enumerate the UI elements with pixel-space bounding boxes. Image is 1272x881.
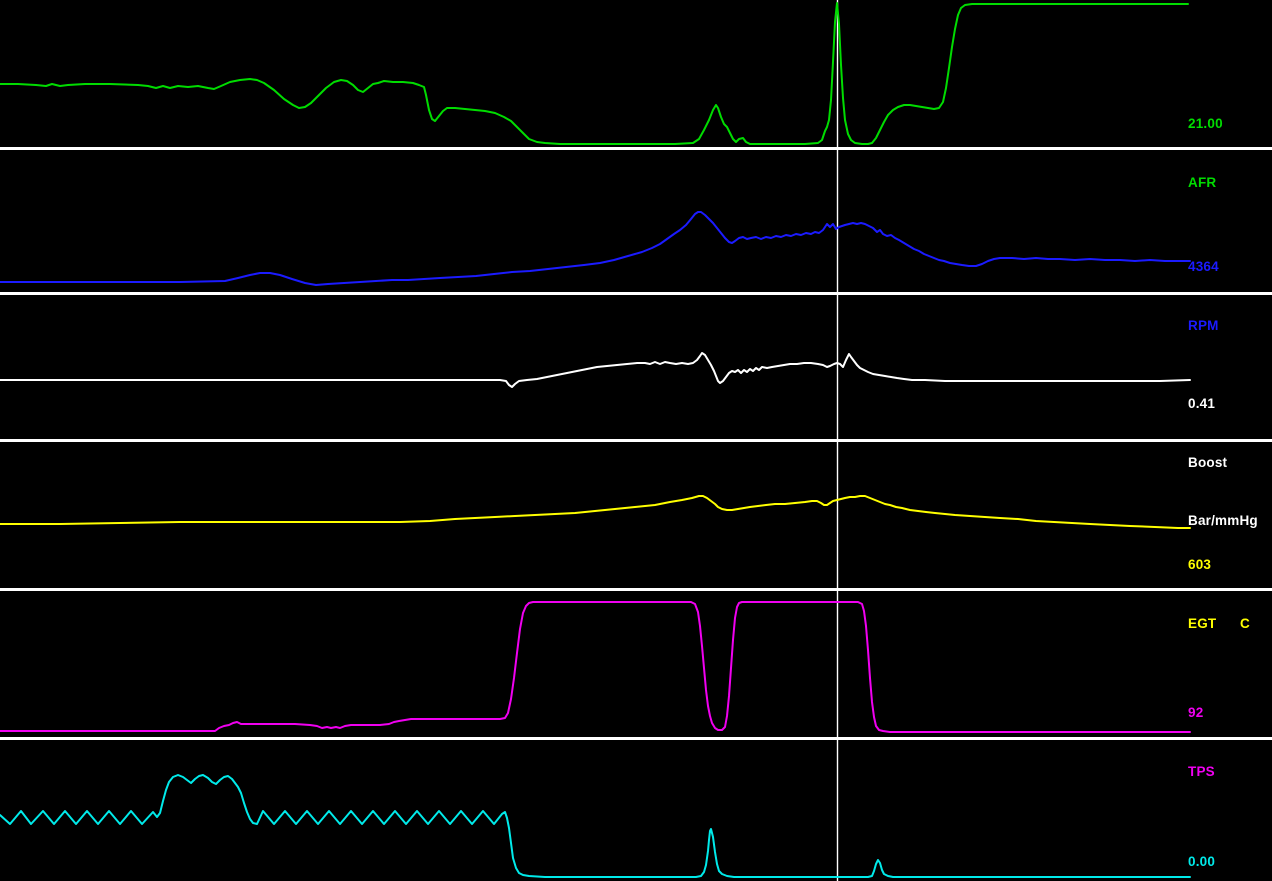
tps-value: 92	[1188, 705, 1204, 720]
egt-value: 603	[1188, 557, 1212, 572]
afr-trace	[0, 2, 1189, 145]
boost-trace	[0, 352, 1191, 388]
panel-divider	[0, 737, 1272, 740]
rpm-label: 4364 RPM	[1188, 218, 1219, 374]
egt-label: 603 EGT C	[1188, 516, 1250, 672]
egt-trace	[0, 495, 1191, 529]
afr-value: 21.00	[1188, 116, 1223, 131]
afr-label: 21.00 AFR	[1188, 75, 1223, 231]
boost-value: 0.41	[1188, 396, 1216, 411]
rpm-trace	[0, 211, 1191, 286]
rpm-value: 4364	[1188, 259, 1219, 274]
tps-name: TPS	[1188, 763, 1215, 779]
tps-trace	[0, 601, 1191, 733]
boost-name: Boost	[1188, 454, 1228, 470]
panel-divider	[0, 147, 1272, 150]
user1-value: 0.00	[1188, 854, 1216, 869]
rpm-name: RPM	[1188, 317, 1219, 333]
tps-label: 92 TPS	[1188, 664, 1215, 820]
egt-name: EGT C	[1188, 615, 1251, 631]
panel-divider	[0, 292, 1272, 295]
user1-trace	[0, 774, 1191, 878]
user1-label: 0.00 User 1	[1188, 813, 1230, 881]
boost-label: 0.41 Boost Bar/mmHg	[1188, 355, 1258, 570]
panel-divider	[0, 588, 1272, 591]
panel-divider	[0, 439, 1272, 442]
afr-name: AFR	[1188, 174, 1217, 190]
boost-unit: Bar/mmHg	[1188, 513, 1258, 528]
